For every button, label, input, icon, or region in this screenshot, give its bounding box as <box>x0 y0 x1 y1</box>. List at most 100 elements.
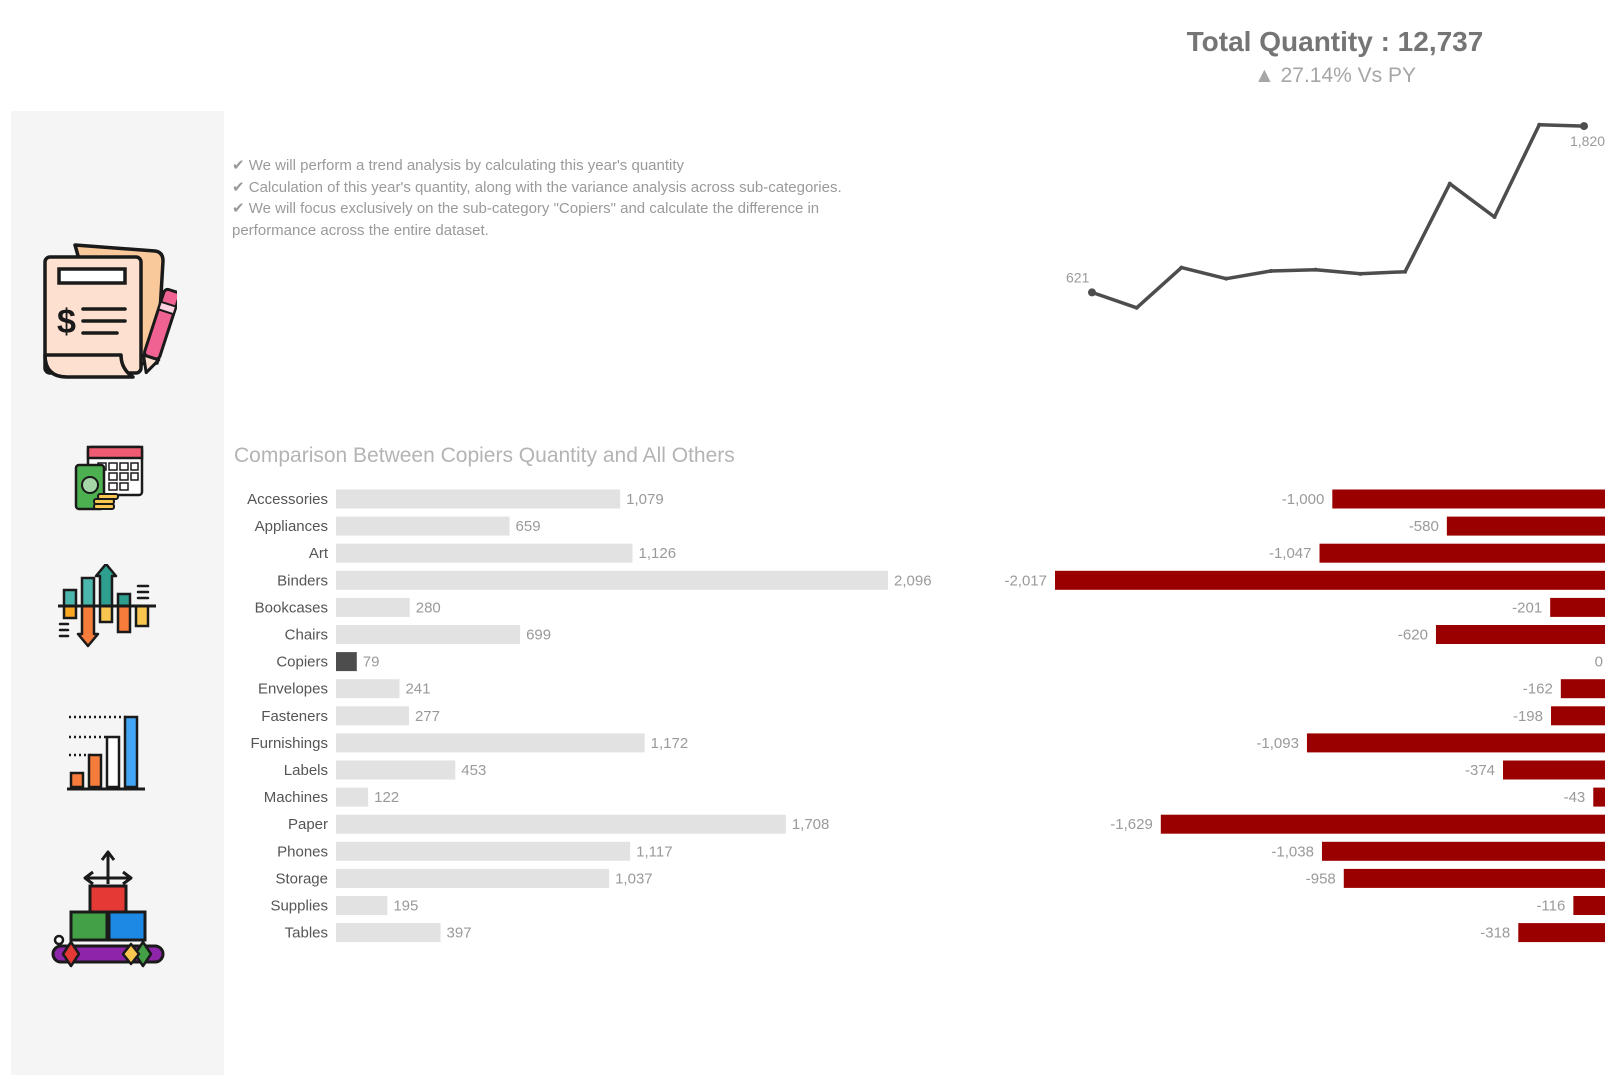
quantity-bar[interactable] <box>336 625 521 644</box>
trend-point[interactable] <box>1403 269 1408 274</box>
trend-point[interactable] <box>1537 122 1542 127</box>
note-line: ✔ Calculation of this year's quantity, a… <box>232 178 842 196</box>
quantity-value-label: 1,172 <box>651 735 689 752</box>
kpi-change: ▲ 27.14% Vs PY <box>1105 64 1565 88</box>
quantity-bar[interactable] <box>336 923 441 943</box>
difference-bar[interactable] <box>1055 570 1605 590</box>
sidebar-item-products[interactable] <box>47 848 169 968</box>
difference-bar[interactable] <box>1550 597 1605 617</box>
difference-value-label: -374 <box>1465 762 1495 779</box>
quantity-bar[interactable] <box>336 787 369 807</box>
category-label: Copiers <box>276 654 328 671</box>
quantity-bar[interactable] <box>336 516 510 536</box>
category-label: Appliances <box>255 518 328 535</box>
quantity-bar[interactable] <box>336 679 400 699</box>
difference-value-label: -43 <box>1564 789 1586 806</box>
svg-text:$: $ <box>57 303 76 341</box>
trend-point[interactable] <box>1580 122 1588 131</box>
quantity-value-label: 397 <box>447 925 472 942</box>
difference-bar[interactable] <box>1332 489 1605 509</box>
variance-bars-icon <box>58 562 156 648</box>
difference-bar[interactable] <box>1321 841 1605 861</box>
trend-point[interactable] <box>1179 265 1184 270</box>
note-line: ✔ We will perform a trend analysis by ca… <box>232 157 685 174</box>
analysis-notes: ✔ We will perform a trend analysis by ca… <box>232 155 932 241</box>
category-label: Fasteners <box>261 708 328 725</box>
difference-value-label: -1,629 <box>1110 816 1153 833</box>
quantity-bar[interactable] <box>336 733 645 753</box>
trend-point[interactable] <box>1134 305 1139 310</box>
quantity-value-label: 1,117 <box>636 843 672 860</box>
quantity-value-label: 659 <box>516 518 541 535</box>
category-label: Furnishings <box>250 735 328 752</box>
quantity-value-label: 1,708 <box>792 816 830 833</box>
kpi-total-quantity: Total Quantity : 12,737 <box>1186 26 1484 57</box>
note-line: ✔ We will focus exclusively on the sub-c… <box>232 200 820 217</box>
quantity-value-label: 122 <box>374 789 399 806</box>
difference-bar[interactable] <box>1343 868 1605 888</box>
quantity-value-label: 79 <box>363 654 380 671</box>
quantity-bar[interactable] <box>336 597 410 617</box>
difference-value-label: -1,038 <box>1271 843 1314 860</box>
trend-point[interactable] <box>1358 271 1363 276</box>
category-label: Paper <box>288 816 328 833</box>
category-label: Labels <box>284 762 328 779</box>
product-boxes-icon <box>51 850 165 968</box>
calendar-money-icon <box>74 445 144 511</box>
sidebar-item-calendar[interactable] <box>72 441 146 513</box>
difference-bar[interactable] <box>1551 706 1605 726</box>
kpi-change-text: 27.14% Vs PY <box>1280 64 1417 87</box>
difference-bar[interactable] <box>1160 814 1605 834</box>
trend-point[interactable] <box>1492 214 1497 219</box>
quantity-bar[interactable] <box>336 896 388 915</box>
sidebar-item-growth[interactable] <box>65 711 149 795</box>
trend-point[interactable] <box>1268 269 1273 274</box>
quantity-bar[interactable] <box>336 760 456 780</box>
difference-bar[interactable] <box>1518 923 1605 943</box>
category-label: Supplies <box>270 898 328 915</box>
difference-bar[interactable] <box>1560 679 1605 699</box>
difference-bar[interactable] <box>1503 760 1605 780</box>
quantity-value-label: 699 <box>526 627 551 644</box>
category-label: Tables <box>285 925 328 942</box>
quantity-value-label: 1,079 <box>626 491 664 508</box>
difference-value-label: -620 <box>1398 627 1428 644</box>
trend-point[interactable] <box>1313 267 1318 272</box>
difference-bar[interactable] <box>1319 543 1605 563</box>
note-line: performance across the entire dataset. <box>232 221 489 239</box>
quantity-value-label: 1,126 <box>639 545 677 562</box>
category-label: Binders <box>277 572 328 589</box>
sidebar-item-variance[interactable] <box>56 562 160 652</box>
difference-value-label: -580 <box>1409 518 1439 535</box>
category-label: Art <box>309 545 329 562</box>
difference-bar[interactable] <box>1306 733 1605 753</box>
difference-value-label: -198 <box>1513 708 1543 725</box>
quantity-bar[interactable] <box>336 868 610 888</box>
quantity-bar[interactable] <box>336 706 409 726</box>
quantity-value-label: 195 <box>393 898 418 915</box>
trend-last-label: 1,820 <box>1570 133 1605 149</box>
trend-line <box>1091 122 1585 310</box>
quantity-bar[interactable] <box>336 814 786 834</box>
quantity-bar[interactable] <box>336 841 631 861</box>
difference-value-label: -958 <box>1306 870 1336 887</box>
sidebar: $ <box>11 111 224 1075</box>
trend-point[interactable] <box>1447 181 1452 186</box>
difference-value-label: 0 <box>1595 654 1603 671</box>
sidebar-item-invoice[interactable]: $ <box>37 237 181 387</box>
quantity-bar[interactable] <box>336 543 633 563</box>
trend-point[interactable] <box>1088 288 1096 297</box>
trend-point[interactable] <box>1224 276 1229 281</box>
difference-value-label: -1,047 <box>1269 545 1312 562</box>
difference-bar[interactable] <box>1573 896 1605 915</box>
quantity-bar[interactable] <box>336 489 621 509</box>
category-label: Bookcases <box>255 599 328 616</box>
quantity-bar[interactable] <box>336 570 888 590</box>
trend-first-label: 621 <box>1066 269 1090 285</box>
difference-bar[interactable] <box>1593 787 1605 807</box>
difference-bar[interactable] <box>1446 516 1605 536</box>
quantity-bar[interactable] <box>336 652 357 672</box>
comparison-chart-title: Comparison Between Copiers Quantity and … <box>234 444 735 467</box>
category-label: Phones <box>277 843 328 860</box>
difference-bar[interactable] <box>1435 625 1605 644</box>
